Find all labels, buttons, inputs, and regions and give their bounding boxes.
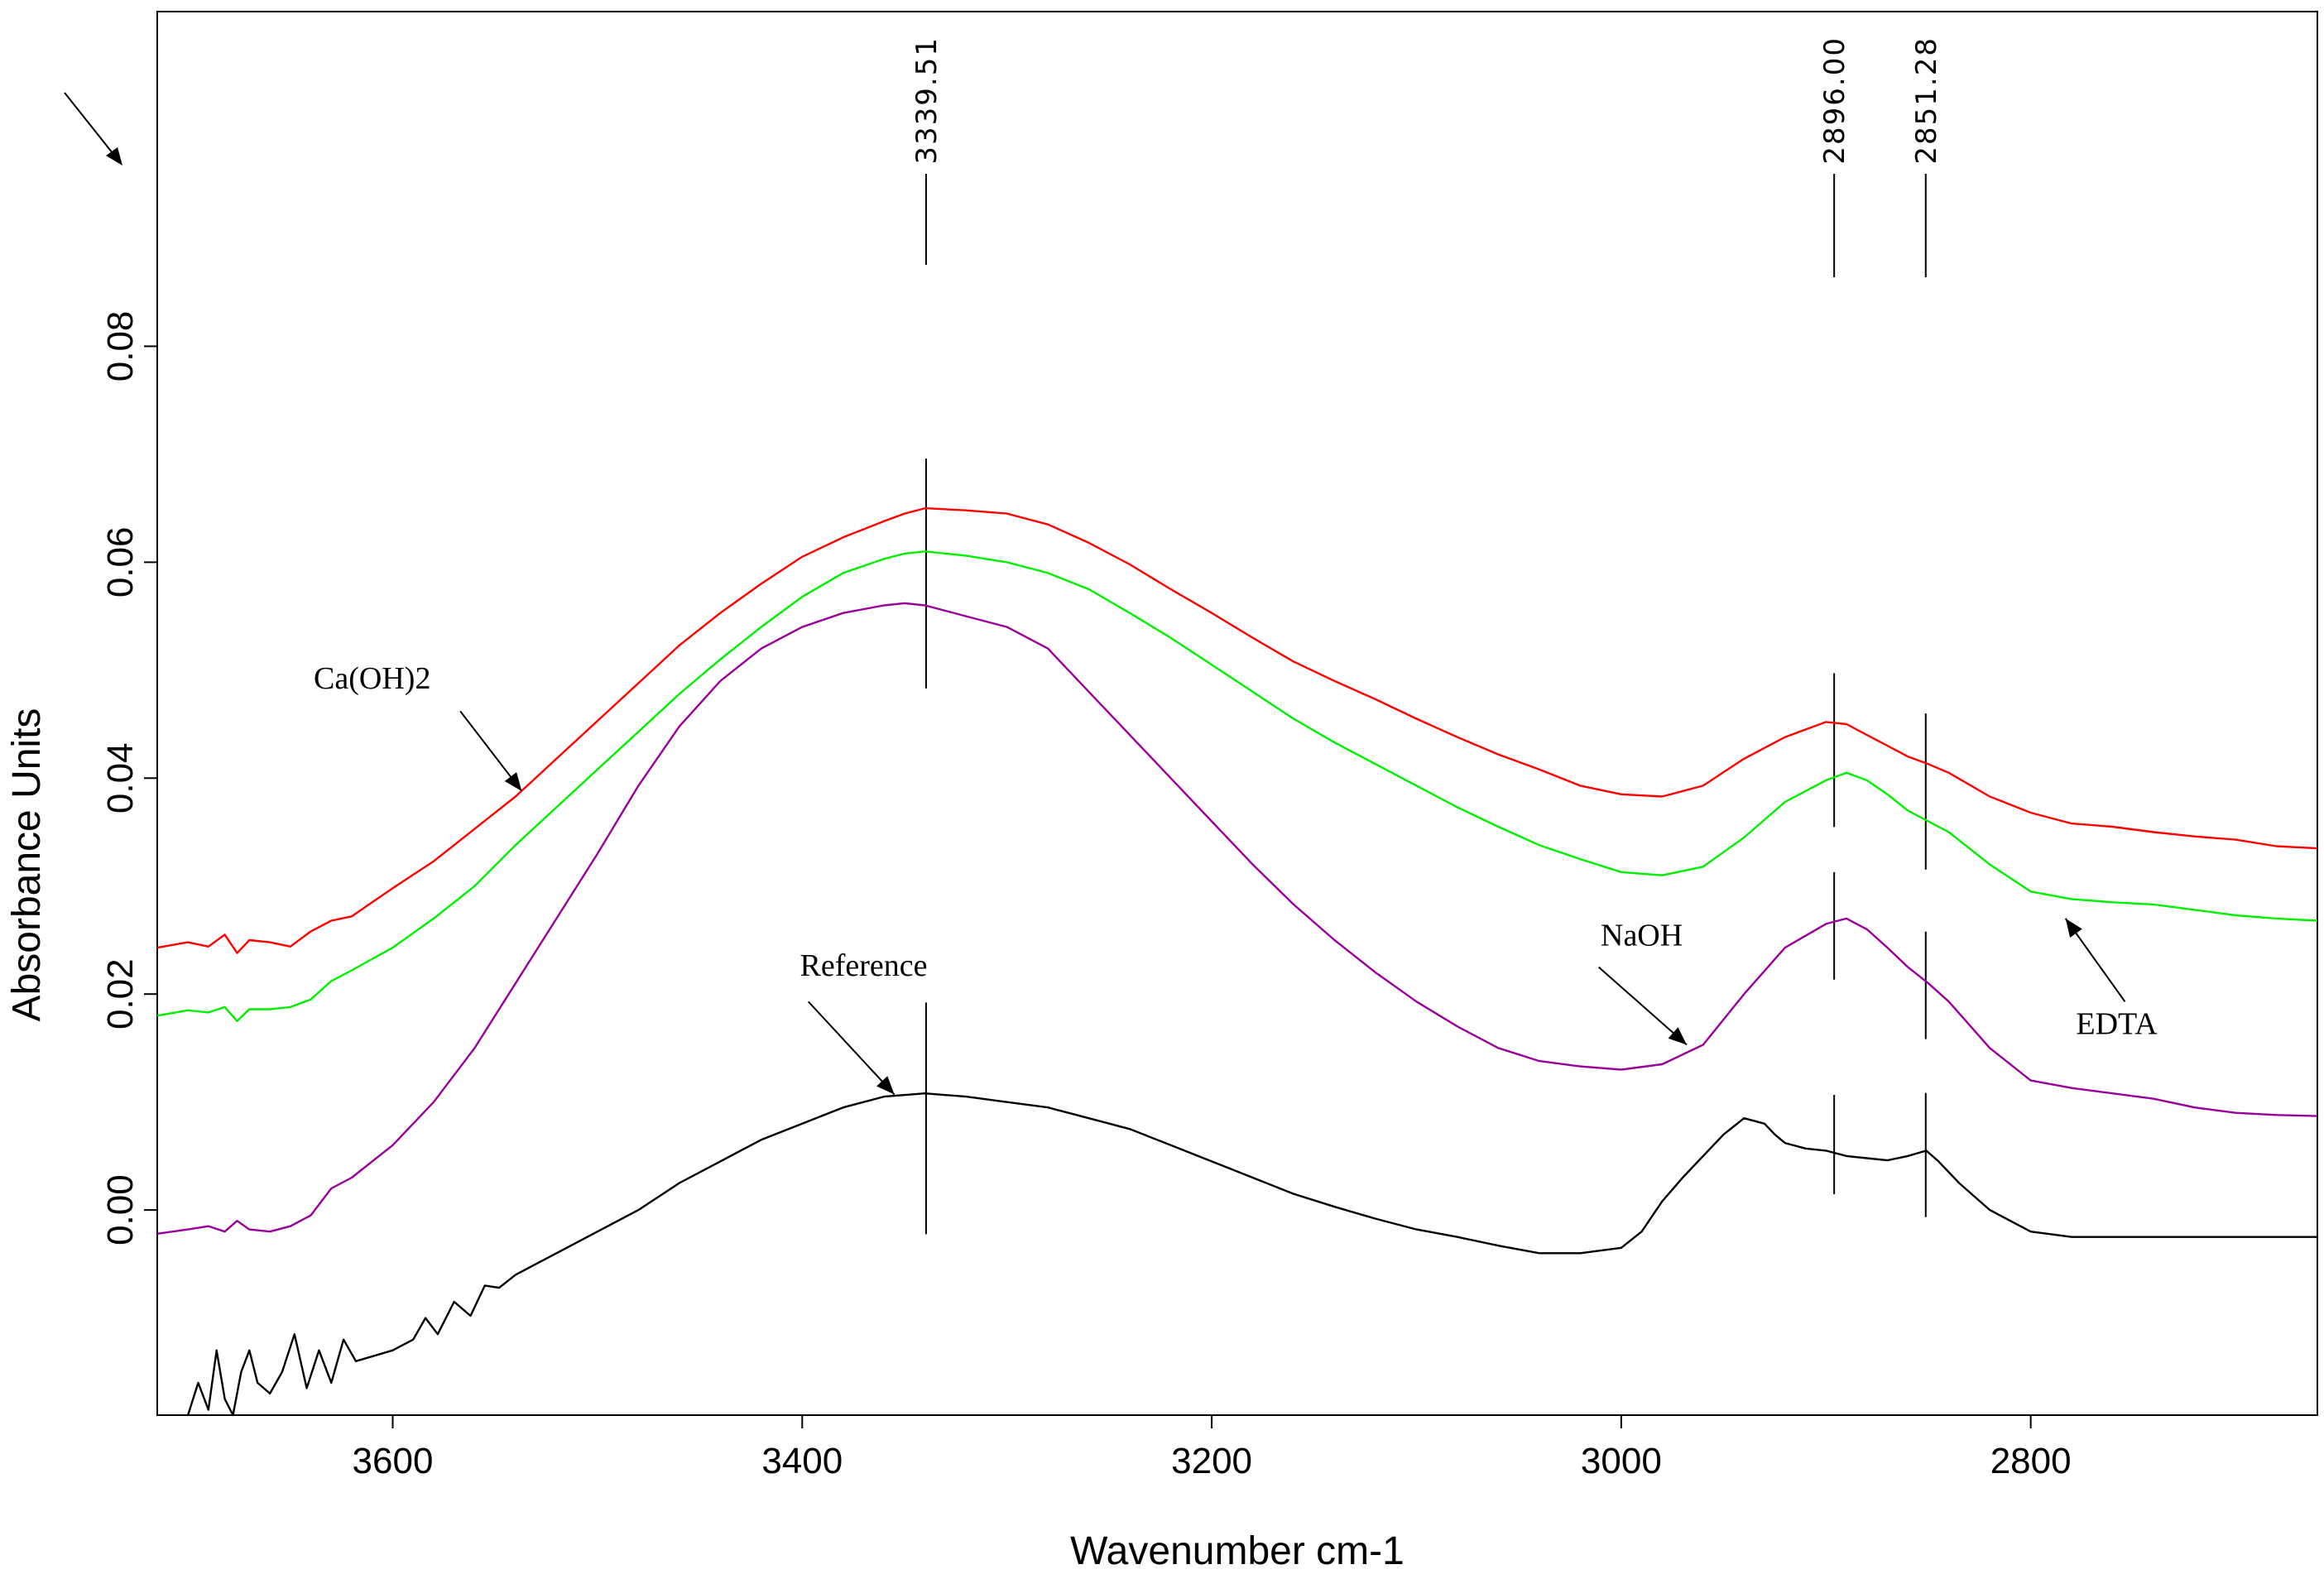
y-tick-label-1: 0.02 <box>100 958 141 1029</box>
x-tick-label-1: 3400 <box>761 1441 843 1481</box>
annotation-arrow-reference <box>807 1001 896 1096</box>
annotation-label-edta: EDTA <box>2076 1006 2158 1041</box>
x-tick-label-0: 3600 <box>353 1441 434 1481</box>
annotation-label-naoh: NaOH <box>1601 918 1683 953</box>
series-line-reference <box>186 1092 2317 1417</box>
series-line-ca-oh-2 <box>156 506 2318 954</box>
x-axis: 3600 3400 3200 3000 2800 <box>353 1415 2072 1481</box>
annotation-arrow-naoh <box>1597 966 1688 1046</box>
annotation-arrowhead-edta <box>2065 918 2082 938</box>
y-axis-title: Absorbance Units <box>5 708 49 1022</box>
series-line-naoh <box>156 602 2318 1235</box>
x-axis-title: Wavenumber cm-1 <box>1070 1529 1404 1573</box>
corner-arrow-icon <box>64 92 122 166</box>
annotation-arrowhead-ca-oh-2 <box>504 772 522 791</box>
y-axis: 0.00 0.02 0.04 0.06 0.08 <box>100 311 157 1245</box>
y-tick-label-3: 0.06 <box>100 527 141 598</box>
x-tick-label-2: 3200 <box>1171 1441 1252 1481</box>
annotation-arrowhead-naoh <box>1668 1027 1688 1045</box>
y-tick-label-2: 0.04 <box>100 742 141 813</box>
y-tick-label-0: 0.00 <box>100 1174 141 1245</box>
annotation-label-ca-oh-2: Ca(OH)2 <box>314 661 430 696</box>
y-tick-label-4: 0.08 <box>100 311 141 382</box>
peak-label-0: 3339.51 <box>910 36 944 165</box>
peak-markers: 3339.51 2896.00 2851.28 <box>910 36 1943 1235</box>
annotation-arrowhead-reference <box>876 1076 895 1095</box>
x-tick-label-4: 2800 <box>1990 1441 2072 1481</box>
plot-frame <box>156 11 2318 1416</box>
annotation-label-reference: Reference <box>800 948 928 983</box>
x-tick-label-3: 3000 <box>1581 1441 1662 1481</box>
peak-label-2: 2851.28 <box>1910 36 1943 165</box>
series-line-edta <box>156 550 2318 1022</box>
peak-label-1: 2896.00 <box>1818 36 1851 165</box>
series-lines <box>156 506 2318 1417</box>
series-annotations: Ca(OH)2 Reference NaOH EDTA <box>314 661 2158 1096</box>
